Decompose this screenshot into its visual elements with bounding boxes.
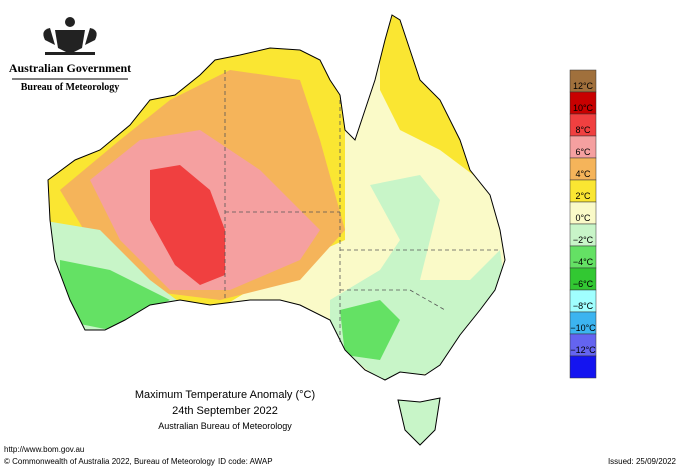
legend-label: 4°C <box>575 169 591 179</box>
map-title: Maximum Temperature Anomaly (°C) <box>135 389 315 401</box>
legend-label: 10°C <box>573 103 594 113</box>
legend-swatch <box>569 355 597 379</box>
footer-url: http://www.bom.gov.au <box>4 445 84 454</box>
legend-label: 12°C <box>573 81 594 91</box>
coat-of-arms <box>43 17 97 55</box>
anomaly-map <box>48 15 505 380</box>
tasmania <box>397 397 441 446</box>
legend-label: −2°C <box>573 235 594 245</box>
state-borders <box>224 70 498 345</box>
legend-label: −10°C <box>570 323 596 333</box>
map-source: Australian Bureau of Meteorology <box>158 421 292 431</box>
legend-label: 8°C <box>575 125 591 135</box>
footer-copyright: © Commonwealth of Australia 2022, Bureau… <box>4 457 215 466</box>
legend-label: 2°C <box>575 191 591 201</box>
footer-issued: Issued: 25/09/2022 <box>608 457 677 466</box>
legend-label: 6°C <box>575 147 591 157</box>
map-date: 24th September 2022 <box>172 405 278 417</box>
legend-label: −6°C <box>573 279 594 289</box>
legend-label: −12°C <box>570 345 596 355</box>
coastline <box>47 14 506 381</box>
legend-label: −4°C <box>573 257 594 267</box>
legend: 12°C 10°C 8°C 6°C 4°C 2°C 0°C −2°C −4°C −6°C −8°C −… <box>569 69 597 379</box>
legend-label: 0°C <box>575 213 591 223</box>
bureau-name: Bureau of Meteorology <box>21 82 120 93</box>
legend-label: −8°C <box>573 301 594 311</box>
government-name: Australian Government <box>9 61 131 75</box>
footer-id: ID code: AWAP <box>218 457 273 466</box>
